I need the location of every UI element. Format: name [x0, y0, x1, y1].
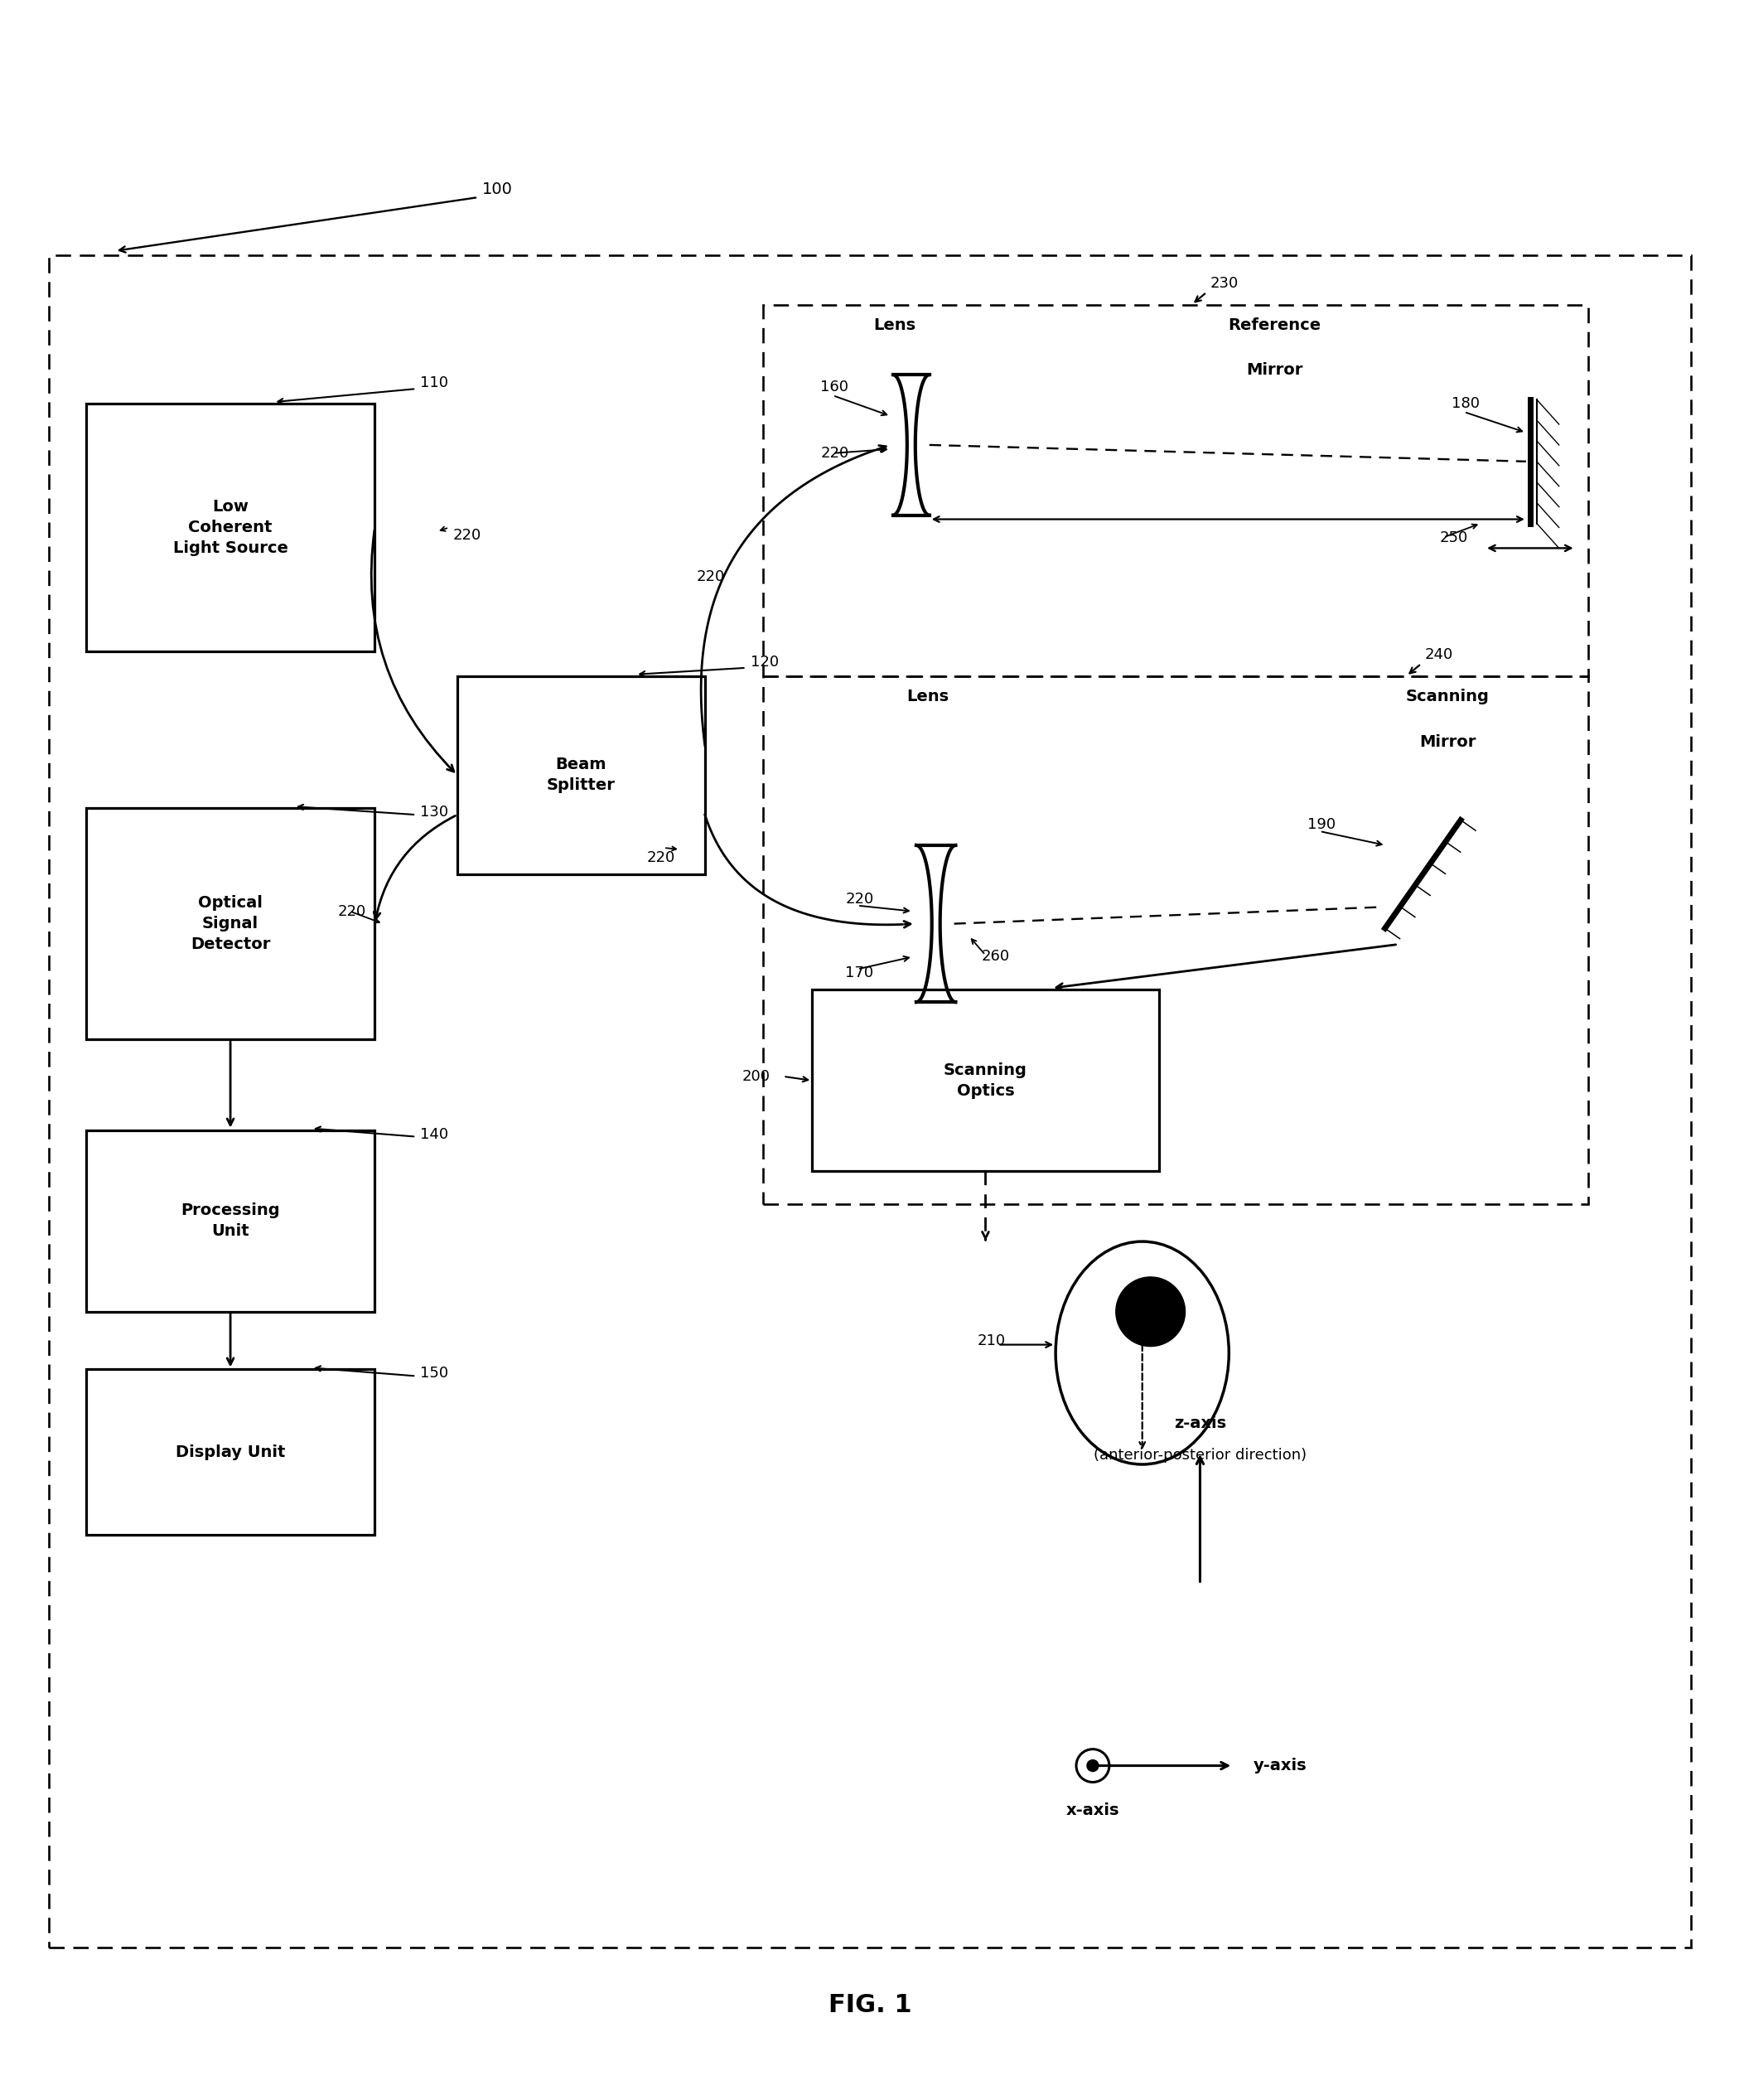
- Text: y-axis: y-axis: [1254, 1758, 1308, 1774]
- Text: Lens: Lens: [907, 689, 949, 704]
- Text: 180: 180: [1451, 397, 1481, 412]
- Text: 220: 220: [338, 903, 366, 920]
- Text: 220: 220: [696, 569, 726, 584]
- Bar: [85, 1369, 375, 1535]
- Bar: [762, 304, 1587, 676]
- Text: 120: 120: [750, 655, 778, 670]
- Text: 220: 220: [846, 892, 874, 907]
- Text: Optical
Signal
Detector: Optical Signal Detector: [190, 895, 270, 951]
- Text: 150: 150: [420, 1367, 448, 1382]
- Text: Mirror: Mirror: [1245, 363, 1303, 378]
- Bar: [85, 1130, 375, 1312]
- Text: Low
Coherent
Light Source: Low Coherent Light Source: [173, 500, 288, 556]
- Text: 100: 100: [481, 181, 513, 197]
- Bar: [49, 254, 1692, 1947]
- Text: Mirror: Mirror: [1420, 733, 1475, 750]
- Bar: [813, 989, 1158, 1172]
- Text: 220: 220: [647, 850, 675, 865]
- Text: 250: 250: [1439, 531, 1468, 546]
- Text: Beam
Splitter: Beam Splitter: [548, 756, 616, 794]
- Circle shape: [1116, 1277, 1186, 1346]
- Text: Scanning: Scanning: [1406, 689, 1489, 704]
- Text: 220: 220: [820, 445, 849, 460]
- Circle shape: [1087, 1760, 1099, 1772]
- Text: 200: 200: [741, 1069, 771, 1084]
- Bar: [457, 676, 705, 874]
- Text: 140: 140: [420, 1128, 448, 1142]
- Text: Display Unit: Display Unit: [176, 1445, 286, 1460]
- Text: 110: 110: [420, 376, 448, 391]
- Text: 260: 260: [982, 949, 1010, 964]
- Text: 130: 130: [420, 804, 448, 819]
- Bar: [85, 808, 375, 1040]
- Text: 190: 190: [1308, 817, 1336, 832]
- Text: z-axis: z-axis: [1174, 1415, 1226, 1432]
- Text: Processing
Unit: Processing Unit: [181, 1203, 281, 1239]
- Text: 230: 230: [1210, 275, 1238, 290]
- Text: 240: 240: [1425, 647, 1453, 662]
- Text: 170: 170: [846, 966, 874, 981]
- Text: Lens: Lens: [874, 317, 916, 332]
- Text: (anterior-posterior direction): (anterior-posterior direction): [1093, 1447, 1306, 1464]
- Bar: [85, 403, 375, 651]
- Text: x-axis: x-axis: [1066, 1802, 1120, 1819]
- Text: FIG. 1: FIG. 1: [828, 1993, 912, 2018]
- Bar: [762, 676, 1587, 1205]
- Text: 210: 210: [977, 1334, 1006, 1348]
- Text: 220: 220: [453, 529, 481, 544]
- Text: 160: 160: [820, 380, 849, 395]
- Text: Scanning
Optics: Scanning Optics: [944, 1063, 1027, 1098]
- Text: Reference: Reference: [1228, 317, 1320, 332]
